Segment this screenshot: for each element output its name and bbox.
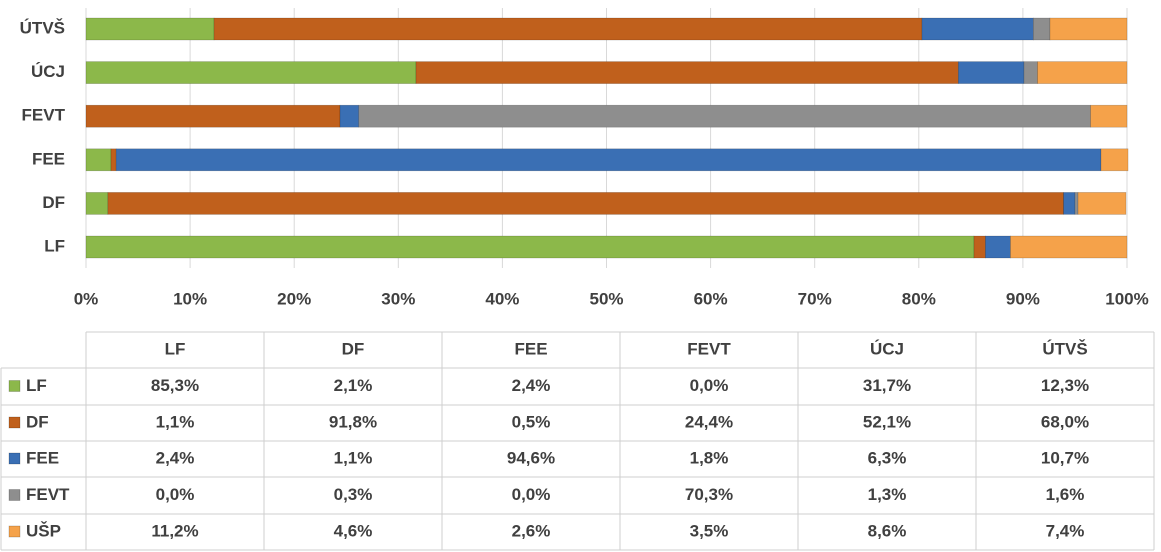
- bar-segment: [110, 148, 117, 172]
- bar-segment: [85, 61, 417, 84]
- legend-label: FEVT: [26, 485, 70, 504]
- table-cell: 8,6%: [868, 521, 907, 540]
- x-tick-label: 90%: [1006, 289, 1040, 308]
- bar-segment: [415, 61, 959, 84]
- bar-segment: [973, 235, 986, 259]
- table-cell: 0,3%: [334, 485, 373, 504]
- legend-label: DF: [26, 412, 49, 431]
- table-cell: 2,4%: [156, 448, 195, 467]
- bar-segment: [339, 104, 360, 128]
- table-cell: 94,6%: [507, 448, 555, 467]
- table-cell: 11,2%: [151, 521, 198, 540]
- bar-segment: [1077, 192, 1127, 215]
- table-cell: 70,3%: [685, 485, 733, 504]
- table-cell: 2,4%: [512, 376, 551, 395]
- table-cell: 1,6%: [1046, 485, 1085, 504]
- table-header: ÚTVŠ: [1042, 339, 1087, 358]
- bar-segment: [921, 17, 1034, 41]
- bar-segment: [213, 17, 923, 41]
- bar-segment: [1063, 192, 1076, 215]
- bar-segment: [85, 17, 215, 41]
- x-tick-label: 0%: [74, 289, 99, 308]
- bar-segment: [85, 235, 975, 259]
- bar-segment: [115, 148, 1102, 172]
- table-cell: 1,1%: [156, 412, 195, 431]
- legend-key: [8, 416, 21, 429]
- legend-label: LF: [26, 376, 47, 395]
- table-cell: 3,5%: [690, 521, 729, 540]
- x-tick-label: 10%: [173, 289, 207, 308]
- bar-segment: [1074, 192, 1079, 215]
- x-tick-label: 40%: [485, 289, 519, 308]
- table-cell: 68,0%: [1041, 412, 1089, 431]
- bar-segment: [1037, 61, 1128, 84]
- table-cell: 1,1%: [334, 448, 373, 467]
- legend-key: [8, 380, 21, 392]
- y-tick-label: ÚCJ: [31, 62, 65, 81]
- bar-segment: [985, 235, 1011, 259]
- table-cell: 1,3%: [868, 485, 907, 504]
- bar-segment: [1023, 61, 1038, 84]
- x-tick-label: 60%: [694, 289, 728, 308]
- table-header: ÚCJ: [870, 339, 904, 358]
- table-cell: 52,1%: [863, 412, 911, 431]
- legend-key: [8, 525, 21, 538]
- table-cell: 0,0%: [690, 376, 729, 395]
- bar-segment: [1090, 104, 1128, 128]
- bar-segment: [85, 192, 109, 215]
- legend-label: FEE: [26, 448, 59, 467]
- table-cell: 2,6%: [512, 521, 551, 540]
- table-cell: 2,1%: [334, 376, 373, 395]
- table-cell: 31,7%: [863, 376, 911, 395]
- x-tick-label: 20%: [277, 289, 311, 308]
- x-tick-label: 70%: [798, 289, 832, 308]
- table-cell: 85,3%: [151, 376, 199, 395]
- table-header: DF: [342, 339, 365, 358]
- y-tick-label: ÚTVŠ: [20, 18, 65, 37]
- bar-segment: [107, 192, 1064, 215]
- table-cell: 24,4%: [685, 412, 733, 431]
- x-tick-label: 100%: [1105, 289, 1148, 308]
- bar-segment: [1010, 235, 1128, 259]
- table-header: LF: [165, 339, 186, 358]
- x-tick-label: 80%: [902, 289, 936, 308]
- bar-segment: [85, 104, 341, 128]
- y-tick-label: FEE: [32, 149, 65, 168]
- bar-segment: [958, 61, 1025, 84]
- table-cell: 6,3%: [868, 448, 907, 467]
- legend-key: [8, 489, 21, 501]
- table-cell: 12,3%: [1041, 376, 1089, 395]
- bar-segment: [1100, 148, 1129, 172]
- bar-segment: [85, 148, 112, 172]
- legend-label: UŠP: [26, 521, 61, 540]
- bar-segment: [358, 104, 1091, 128]
- x-tick-label: 30%: [381, 289, 415, 308]
- table-cell: 4,6%: [334, 521, 373, 540]
- table-cell: 7,4%: [1046, 521, 1085, 540]
- x-tick-label: 50%: [589, 289, 623, 308]
- table-cell: 0,0%: [512, 485, 551, 504]
- y-tick-label: FEVT: [22, 106, 66, 125]
- table-cell: 0,5%: [512, 412, 551, 431]
- table-cell: 91,8%: [329, 412, 377, 431]
- y-tick-label: LF: [44, 236, 65, 255]
- table-cell: 0,0%: [156, 485, 195, 504]
- y-tick-label: DF: [42, 193, 65, 212]
- table-cell: 1,8%: [690, 448, 729, 467]
- bar-segment: [1049, 17, 1128, 41]
- table-header: FEVT: [687, 339, 731, 358]
- table-cell: 10,7%: [1041, 448, 1089, 467]
- table-header: FEE: [514, 339, 547, 358]
- bar-segment: [1033, 17, 1051, 41]
- legend-key: [8, 452, 21, 465]
